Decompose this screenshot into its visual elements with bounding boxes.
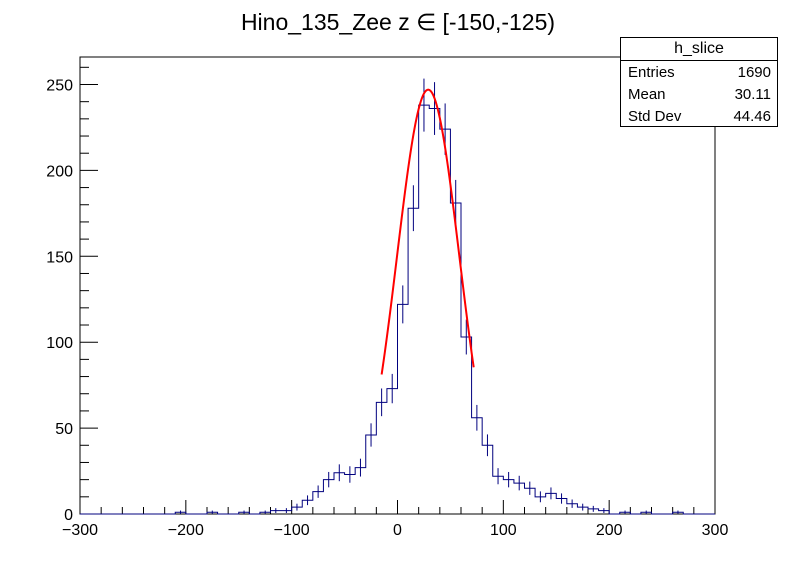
- stats-row-mean: Mean 30.11: [621, 83, 777, 105]
- y-tick-label: 250: [46, 77, 73, 94]
- stats-label: Mean: [628, 86, 666, 103]
- y-tick-label: 150: [46, 249, 73, 266]
- histogram-line: [80, 104, 715, 515]
- error-bars: [180, 78, 679, 514]
- stats-value: 44.46: [733, 108, 771, 125]
- y-tick-label: 200: [46, 163, 73, 180]
- x-tick-label: 300: [702, 522, 729, 539]
- stats-value: 30.11: [734, 86, 771, 103]
- y-tick-label: 0: [64, 507, 73, 524]
- stats-row-stddev: Std Dev 44.46: [621, 105, 777, 127]
- chart-title: Hino_135_Zee z ∈ [-150,-125): [241, 9, 555, 35]
- x-axis: −300 −200 −100 0 100 200 300: [62, 500, 728, 539]
- x-tick-label: −300: [62, 522, 98, 539]
- stats-title: h_slice: [621, 38, 777, 61]
- x-tick-label: 0: [393, 522, 402, 539]
- stats-label: Entries: [628, 64, 675, 81]
- x-tick-label: 100: [490, 522, 517, 539]
- stats-label: Std Dev: [628, 108, 682, 125]
- y-tick-label: 50: [55, 421, 73, 438]
- y-tick-label: 100: [46, 335, 73, 352]
- x-tick-label: 200: [596, 522, 623, 539]
- y-axis: 0 50 100 150 200 250: [46, 66, 98, 524]
- gaussian-fit-curve: [380, 88, 475, 375]
- stats-value: 1690: [737, 64, 771, 81]
- stats-row-entries: Entries 1690: [621, 61, 777, 83]
- x-tick-label: −100: [274, 522, 310, 539]
- x-tick-label: −200: [168, 522, 204, 539]
- stats-box: h_slice Entries 1690 Mean 30.11 Std Dev …: [620, 37, 778, 127]
